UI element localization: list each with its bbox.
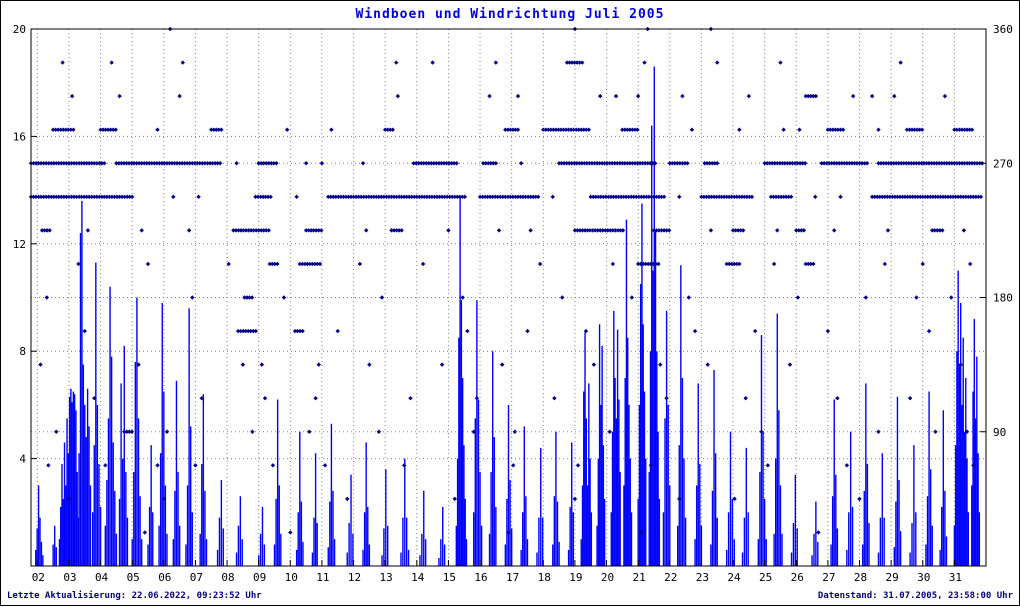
svg-text:12: 12 xyxy=(348,571,361,584)
svg-text:27: 27 xyxy=(822,571,835,584)
gust-bars xyxy=(35,66,981,566)
svg-text:12: 12 xyxy=(13,238,26,251)
svg-text:180: 180 xyxy=(993,292,1013,305)
axis-labels: 4 8 12 16 20 90 180 270 360 02 03 04 05 06 07 08 09 10 11 1… xyxy=(13,23,1013,584)
svg-text:05: 05 xyxy=(127,571,140,584)
footer-last-update: Letzte Aktualisierung: 22.06.2022, 09:23… xyxy=(7,591,262,601)
svg-text:8: 8 xyxy=(19,345,26,358)
svg-text:04: 04 xyxy=(95,571,109,584)
svg-text:22: 22 xyxy=(664,571,677,584)
svg-text:13: 13 xyxy=(380,571,393,584)
direction-points xyxy=(28,26,985,535)
svg-text:30: 30 xyxy=(917,571,930,584)
svg-text:19: 19 xyxy=(569,571,582,584)
svg-text:14: 14 xyxy=(411,571,425,584)
svg-text:28: 28 xyxy=(854,571,867,584)
svg-text:25: 25 xyxy=(759,571,772,584)
svg-text:31: 31 xyxy=(949,571,962,584)
svg-text:4: 4 xyxy=(19,453,26,466)
svg-text:03: 03 xyxy=(63,571,76,584)
svg-text:11: 11 xyxy=(316,571,329,584)
svg-text:06: 06 xyxy=(158,571,171,584)
svg-text:26: 26 xyxy=(791,571,804,584)
plot-border xyxy=(30,28,987,567)
gridlines xyxy=(31,29,986,566)
svg-text:15: 15 xyxy=(443,571,456,584)
svg-text:18: 18 xyxy=(538,571,551,584)
svg-text:10: 10 xyxy=(285,571,298,584)
svg-text:09: 09 xyxy=(253,571,266,584)
svg-text:24: 24 xyxy=(727,571,741,584)
svg-text:08: 08 xyxy=(221,571,234,584)
svg-text:20: 20 xyxy=(13,23,26,36)
svg-text:29: 29 xyxy=(886,571,899,584)
svg-text:17: 17 xyxy=(506,571,519,584)
svg-text:23: 23 xyxy=(696,571,709,584)
svg-text:16: 16 xyxy=(13,130,26,143)
svg-text:16: 16 xyxy=(474,571,487,584)
svg-text:20: 20 xyxy=(601,571,614,584)
svg-text:270: 270 xyxy=(993,157,1013,170)
svg-text:360: 360 xyxy=(993,23,1013,36)
chart-title: Windboen und Windrichtung Juli 2005 xyxy=(355,7,665,22)
svg-text:02: 02 xyxy=(32,571,45,584)
footer-data-status: Datenstand: 31.07.2005, 23:58:00 Uhr xyxy=(817,591,1013,601)
svg-text:21: 21 xyxy=(633,571,646,584)
svg-text:90: 90 xyxy=(993,426,1006,439)
svg-text:07: 07 xyxy=(190,571,203,584)
axis-ticks xyxy=(31,28,986,566)
